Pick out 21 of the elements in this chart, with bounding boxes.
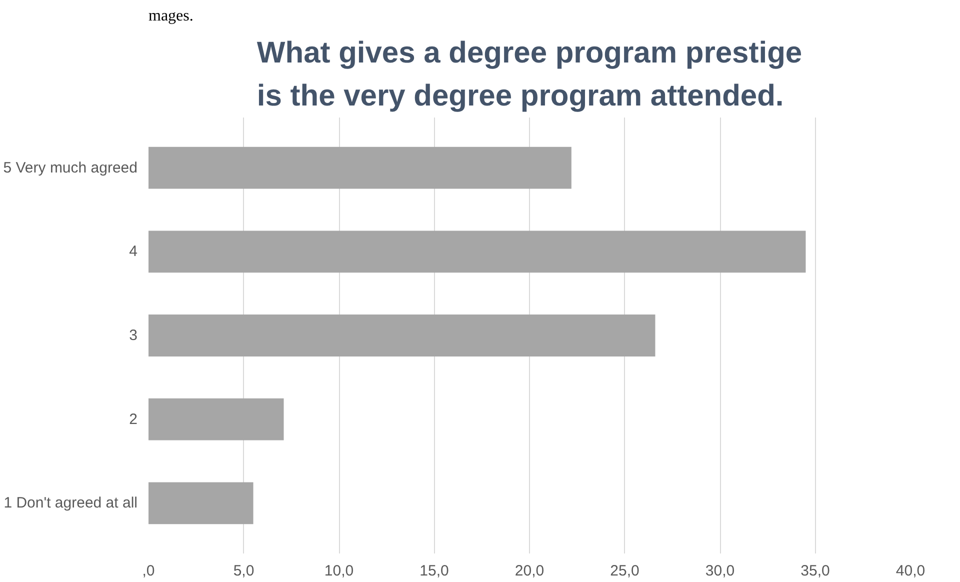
text: mages. [148,8,194,24]
bar [148,314,656,356]
y-tick-label: 5 Very much agreed [3,159,138,176]
bar [148,398,284,440]
x-tick-label: 40,0 [896,562,926,580]
bar [148,482,254,524]
x-tick-label: 20,0 [514,562,544,580]
x-tick-label: 25,0 [610,562,640,580]
y-tick-label: 3 [129,327,138,344]
bar [148,230,806,273]
y-tick-label: 1 Don't agreed at all [4,494,138,512]
x-tick-label: 5,0 [233,562,254,580]
x-tick-label: 10,0 [324,562,354,580]
x-tick-label: ,0 [142,562,155,580]
x-tick-label: 30,0 [705,562,735,580]
bar [148,146,572,189]
x-tick-label: 15,0 [420,562,449,580]
chart-title: What gives a degree program prestige is the very degree program attended. [256,36,802,112]
y-tick-label: 2 [129,410,138,428]
x-tick-label: 35,0 [800,562,830,580]
y-tick-label: 4 [129,243,138,260]
